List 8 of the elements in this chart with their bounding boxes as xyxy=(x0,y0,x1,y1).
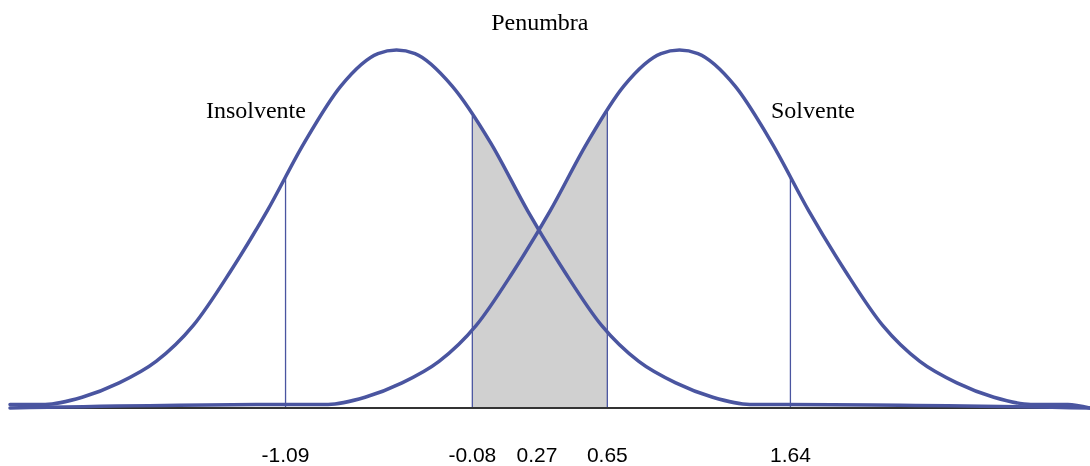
x-tick-label: -1.09 xyxy=(261,443,310,466)
x-tick-label: 0.65 xyxy=(586,443,628,466)
series-label: Solvente xyxy=(770,96,855,123)
x-tick-label: -0.08 xyxy=(448,443,497,466)
x-tick-label: 1.64 xyxy=(769,443,812,466)
band-label: Penumbra xyxy=(491,9,589,35)
series-label: Insolvente xyxy=(205,96,306,123)
x-tick-label: 0.27 xyxy=(516,443,558,466)
